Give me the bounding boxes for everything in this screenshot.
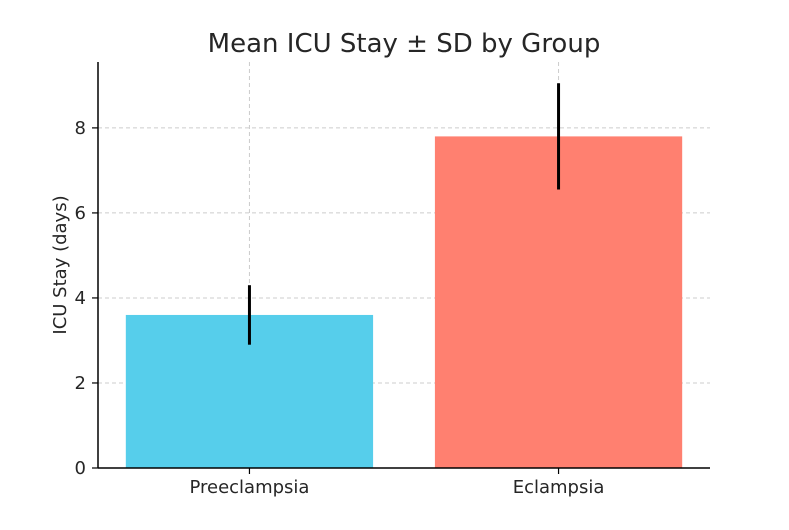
axes: 0 2 4 6 8 Preeclampsia Eclampsia	[75, 62, 710, 498]
y-tick-label: 0	[75, 458, 86, 479]
x-tick-label: Preeclampsia	[189, 477, 309, 498]
y-tick-label: 2	[75, 373, 86, 394]
y-axis-label: ICU Stay (days)	[50, 195, 71, 334]
bar-eclampsia	[434, 136, 683, 469]
y-tick-label: 4	[75, 288, 86, 309]
y-tick-label: 6	[75, 203, 86, 224]
x-tick-label: Eclampsia	[513, 477, 605, 498]
chart-title: Mean ICU Stay ± SD by Group	[208, 29, 601, 59]
bars	[125, 83, 683, 469]
y-tick-label: 8	[75, 118, 86, 139]
